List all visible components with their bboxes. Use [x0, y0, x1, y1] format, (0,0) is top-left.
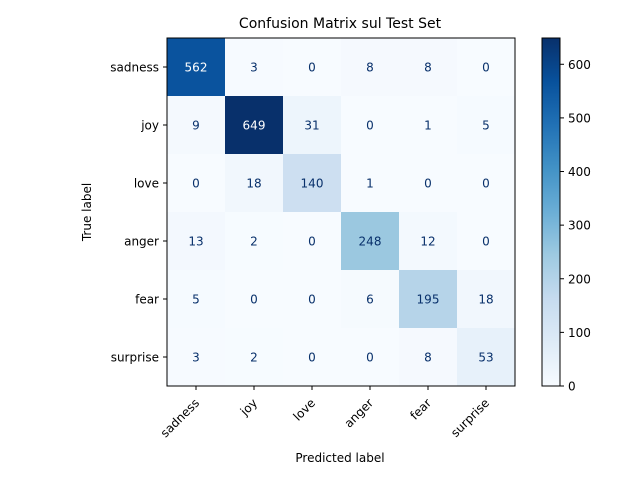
cell-value-label: 8 [366, 61, 374, 75]
heatmap-cell [341, 96, 400, 155]
cell-value-label: 8 [424, 61, 432, 75]
chart-title: Confusion Matrix sul Test Set [239, 16, 442, 32]
cell-value-label: 12 [420, 235, 435, 249]
colorbar-tick-label: 100 [568, 326, 591, 340]
heatmap-cell [167, 38, 226, 97]
cell-value-label: 248 [359, 235, 382, 249]
heatmap-cell [167, 328, 226, 387]
heatmap-cell [399, 270, 458, 329]
cell-value-label: 3 [250, 61, 258, 75]
cell-value-label: 0 [192, 177, 200, 191]
cell-value-label: 18 [478, 293, 493, 307]
heatmap-cell [341, 154, 400, 213]
cell-value-label: 31 [304, 119, 319, 133]
x-axis-label: Predicted label [295, 451, 384, 465]
cell-value-label: 8 [424, 351, 432, 365]
heatmap-cell [225, 38, 284, 97]
colorbar-tick-label: 600 [568, 58, 591, 72]
cell-value-label: 0 [482, 61, 490, 75]
heatmap-cell [399, 212, 458, 271]
heatmap-cell [283, 96, 342, 155]
cell-value-label: 5 [482, 119, 490, 133]
cell-value-label: 0 [250, 293, 258, 307]
cell-value-label: 140 [301, 177, 324, 191]
heatmap-cell [283, 270, 342, 329]
colorbar-tick-label: 300 [568, 219, 591, 233]
heatmap-cell [225, 154, 284, 213]
heatmap-cell [341, 212, 400, 271]
cell-value-label: 2 [250, 351, 258, 365]
colorbar [541, 37, 561, 387]
heatmap-cell [225, 212, 284, 271]
heatmap-cell [225, 96, 284, 155]
heatmap-cell [341, 270, 400, 329]
colorbar-tick-label: 500 [568, 111, 591, 125]
cell-value-label: 1 [366, 177, 374, 191]
colorbar-tick-label: 0 [568, 380, 576, 394]
cell-value-label: 195 [417, 293, 440, 307]
heatmap-cell [283, 154, 342, 213]
cell-value-label: 0 [366, 351, 374, 365]
heatmap-cell [457, 328, 516, 387]
cell-value-label: 0 [308, 293, 316, 307]
heatmap-cell [283, 328, 342, 387]
heatmap-cell [167, 154, 226, 213]
cell-value-label: 18 [246, 177, 261, 191]
y-tick-label: anger [124, 235, 159, 249]
cell-value-label: 0 [308, 235, 316, 249]
cell-value-label: 5 [192, 293, 200, 307]
cell-value-label: 562 [185, 61, 208, 75]
heatmap-cells [167, 38, 516, 387]
cell-value-label: 6 [366, 293, 374, 307]
cell-value-label: 0 [482, 235, 490, 249]
y-tick-label: fear [135, 293, 159, 307]
y-tick-label: joy [140, 119, 159, 133]
cell-value-label: 2 [250, 235, 258, 249]
cell-value-labels: 562 3 0 8 8 0 9 649 31 0 1 5 0 18 140 1 0 0 13 2 0 248 12 0 5 0 0 6… [185, 61, 494, 365]
heatmap-cell [457, 212, 516, 271]
cell-value-label: 3 [192, 351, 200, 365]
heatmap-cell [399, 328, 458, 387]
cell-value-label: 9 [192, 119, 200, 133]
heatmap-cell [399, 96, 458, 155]
cell-value-label: 53 [478, 351, 493, 365]
cell-value-label: 0 [424, 177, 432, 191]
cell-value-label: 0 [308, 61, 316, 75]
y-tick-label: love [134, 177, 159, 191]
y-axis-label: True label [80, 183, 94, 242]
colorbar-tick-label: 200 [568, 272, 591, 286]
y-tick-label: sadness [110, 61, 159, 75]
colorbar-ticks: 0 100 200 300 400 500 600 [560, 58, 591, 394]
heatmap-cell [341, 38, 400, 97]
heatmap-cell [399, 154, 458, 213]
heatmap-cell [283, 212, 342, 271]
heatmap-cell [457, 270, 516, 329]
cell-value-label: 13 [188, 235, 203, 249]
heatmap-cell [457, 38, 516, 97]
heatmap-cell [167, 212, 226, 271]
colorbar-tick-label: 400 [568, 165, 591, 179]
cell-value-label: 0 [366, 119, 374, 133]
heatmap-cell [341, 328, 400, 387]
y-tick-label: surprise [111, 351, 159, 365]
heatmap-cell [283, 38, 342, 97]
heatmap-frame [166, 37, 516, 387]
heatmap-cell [399, 38, 458, 97]
cell-value-label: 649 [243, 119, 266, 133]
y-axis-ticks: sadness joy love anger fear surprise [110, 61, 167, 365]
cell-value-label: 0 [308, 351, 316, 365]
cell-value-label: 1 [424, 119, 432, 133]
heatmap-cell [167, 96, 226, 155]
heatmap-cell [457, 96, 516, 155]
heatmap-cell [225, 328, 284, 387]
heatmap-cell [167, 270, 226, 329]
heatmap-cell [457, 154, 516, 213]
cell-value-label: 0 [482, 177, 490, 191]
heatmap-cell [225, 270, 284, 329]
